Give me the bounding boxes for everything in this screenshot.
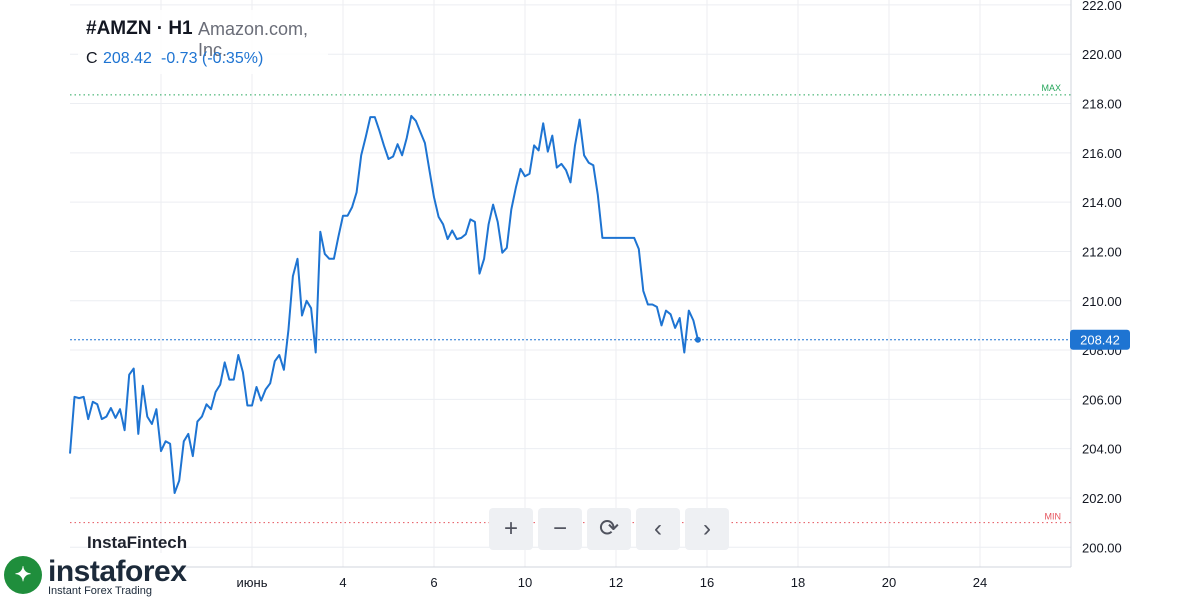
reset-icon: ⟳ [598, 515, 620, 542]
company-name: Amazon.com, Inc. [198, 19, 309, 60]
y-tick-label: 220.00 [1082, 47, 1122, 62]
x-tick-label: 4 [339, 575, 346, 590]
close-price: 208.42 [103, 50, 152, 67]
x-tick-label: июнь [237, 575, 268, 590]
y-tick-label: 200.00 [1082, 540, 1122, 555]
ticker-label: #AMZN · H1 [86, 18, 193, 39]
chevron-right-icon: › [703, 515, 711, 542]
level-lines: MAX MIN [70, 83, 1071, 524]
reset-button[interactable]: ⟳ [587, 508, 631, 550]
instafintech-watermark: InstaFintech [87, 533, 188, 552]
y-tick-label: 204.00 [1082, 442, 1122, 457]
y-tick-label: 222.00 [1082, 0, 1122, 13]
x-tick-label: 10 [518, 575, 532, 590]
x-axis: 30июнь46101216182024 [70, 566, 1071, 590]
last-price-dot [694, 336, 701, 343]
scroll-left-button[interactable]: ‹ [636, 508, 680, 550]
y-tick-label: 210.00 [1082, 294, 1122, 309]
x-tick-label: 18 [791, 575, 805, 590]
instaforex-logo-icon: ✦ [4, 556, 42, 594]
price-series [69, 114, 701, 494]
x-tick-label: 16 [700, 575, 714, 590]
minus-icon: − [552, 515, 567, 542]
y-tick-label: 212.00 [1082, 244, 1122, 259]
y-tick-label: 202.00 [1082, 491, 1122, 506]
chart-legend: #AMZN · H1 Amazon.com, Inc. C 208.42 -0.… [78, 10, 328, 74]
scroll-right-button[interactable]: › [685, 508, 729, 550]
zoom-out-button[interactable]: − [538, 508, 582, 550]
grid [70, 0, 1071, 567]
y-tick-label: 206.00 [1082, 392, 1122, 407]
y-tick-label: 216.00 [1082, 146, 1122, 161]
instaforex-logo[interactable]: ✦ instaforex Instant Forex Trading [0, 553, 187, 600]
zoom-in-button[interactable]: + [489, 508, 533, 550]
x-tick-label: 20 [882, 575, 896, 590]
logo-tagline: Instant Forex Trading [48, 585, 152, 597]
plus-icon: + [503, 515, 518, 542]
y-axis: 200.00202.00204.00206.00208.00210.00212.… [1070, 0, 1130, 567]
last-price-badge-label: 208.42 [1080, 333, 1120, 348]
price-line [69, 114, 699, 494]
chevron-left-icon: ‹ [654, 515, 662, 542]
y-tick-label: 218.00 [1082, 97, 1122, 112]
max-label: MAX [1041, 83, 1061, 93]
price-change: -0.73 (-0.35%) [161, 50, 264, 67]
logo-name: instaforex [48, 555, 187, 588]
close-label: C [86, 50, 98, 67]
min-label: MIN [1045, 512, 1062, 522]
y-tick-label: 214.00 [1082, 195, 1122, 210]
last-price-badge [1070, 329, 1130, 350]
x-tick-label: 12 [609, 575, 623, 590]
x-tick-label: 24 [973, 575, 987, 590]
x-tick-label: 6 [430, 575, 437, 590]
